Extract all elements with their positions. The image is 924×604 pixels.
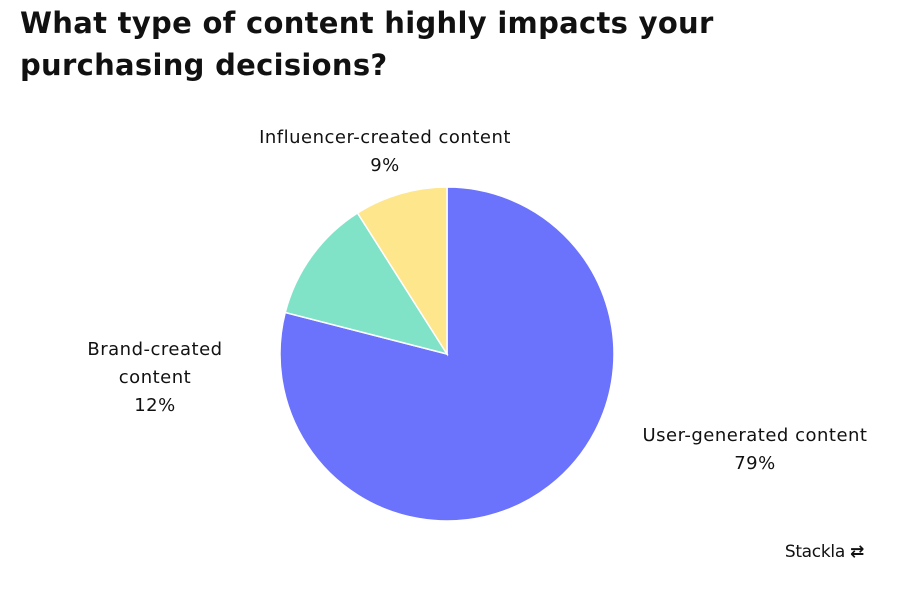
pie-slice bbox=[284, 211, 449, 356]
category-label: Brand-created content bbox=[87, 339, 223, 388]
source-logo: Stackla ⇄ bbox=[785, 542, 864, 562]
value-label: 79% bbox=[734, 453, 776, 474]
pie-slice bbox=[279, 186, 615, 522]
value-label: 12% bbox=[134, 395, 176, 416]
source-text: Stackla bbox=[784, 542, 845, 562]
category-label: Influencer-created content bbox=[259, 127, 511, 148]
logo-icon: ⇄ bbox=[850, 542, 864, 562]
value-label: 9% bbox=[370, 155, 400, 176]
slice-label: User-generated content 79% bbox=[600, 422, 910, 478]
pie-slice bbox=[356, 186, 448, 357]
slice-label: Brand-created content 12% bbox=[50, 336, 260, 420]
chart-title: What type of content highly impacts your… bbox=[20, 6, 714, 82]
category-label: User-generated content bbox=[642, 425, 868, 446]
slice-label: Influencer-created content 9% bbox=[220, 124, 550, 180]
